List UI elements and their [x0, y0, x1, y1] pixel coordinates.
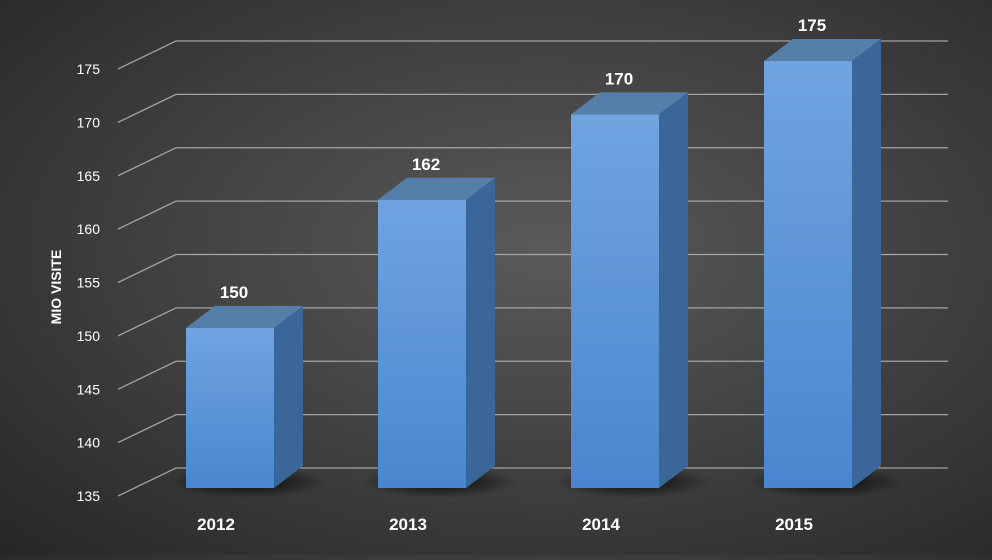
gridlines — [117, 40, 948, 497]
y-tick-label: 175 — [77, 61, 101, 77]
x-tick-label: 2015 — [775, 515, 813, 534]
x-tick-label: 2013 — [389, 515, 427, 534]
bar-side — [659, 92, 688, 488]
y-tick-label: 150 — [77, 328, 101, 344]
x-tick-labels: 2012 2013 2014 2015 — [197, 515, 813, 534]
y-tick-label: 170 — [77, 114, 101, 130]
y-tick-label: 155 — [77, 275, 101, 291]
data-label: 150 — [220, 283, 248, 302]
x-tick-label: 2014 — [582, 515, 620, 534]
y-axis-label: MIO VISITE — [48, 250, 64, 325]
y-tick-label: 145 — [77, 381, 101, 397]
gridline — [117, 413, 948, 444]
bar-2015: 175 — [748, 16, 904, 498]
bar-front — [764, 61, 852, 488]
bar-2013: 162 — [362, 155, 518, 498]
bar-side — [466, 177, 495, 488]
y-tick-label: 140 — [77, 435, 101, 451]
bar-front — [571, 114, 659, 488]
bar-top — [764, 39, 881, 61]
bar-top — [186, 305, 303, 328]
bar-side — [274, 305, 303, 488]
gridline — [117, 467, 948, 497]
y-tick-label: 135 — [77, 488, 101, 504]
bars: 150 162 170 175 — [170, 16, 904, 498]
y-tick-label: 160 — [77, 221, 101, 237]
y-tick-labels: 135 140 145 150 155 160 165 170 175 — [77, 61, 101, 504]
gridline — [117, 200, 948, 230]
gridline — [117, 307, 948, 337]
data-label: 170 — [605, 69, 633, 88]
bar-top — [571, 92, 688, 115]
data-label: 175 — [798, 16, 826, 35]
gridline — [117, 147, 948, 177]
data-label: 162 — [412, 155, 440, 174]
bar-front — [378, 199, 466, 488]
bar-2014: 170 — [555, 69, 711, 498]
y-tick-label: 165 — [77, 168, 101, 184]
gridline — [117, 93, 948, 123]
gridline — [117, 40, 948, 70]
gridline — [117, 360, 948, 390]
x-tick-label: 2012 — [197, 515, 235, 534]
bar-side — [852, 39, 881, 488]
bar-front — [186, 327, 274, 488]
bar-2012: 150 — [170, 283, 326, 498]
gridline — [117, 253, 948, 284]
bar-top — [378, 177, 495, 200]
